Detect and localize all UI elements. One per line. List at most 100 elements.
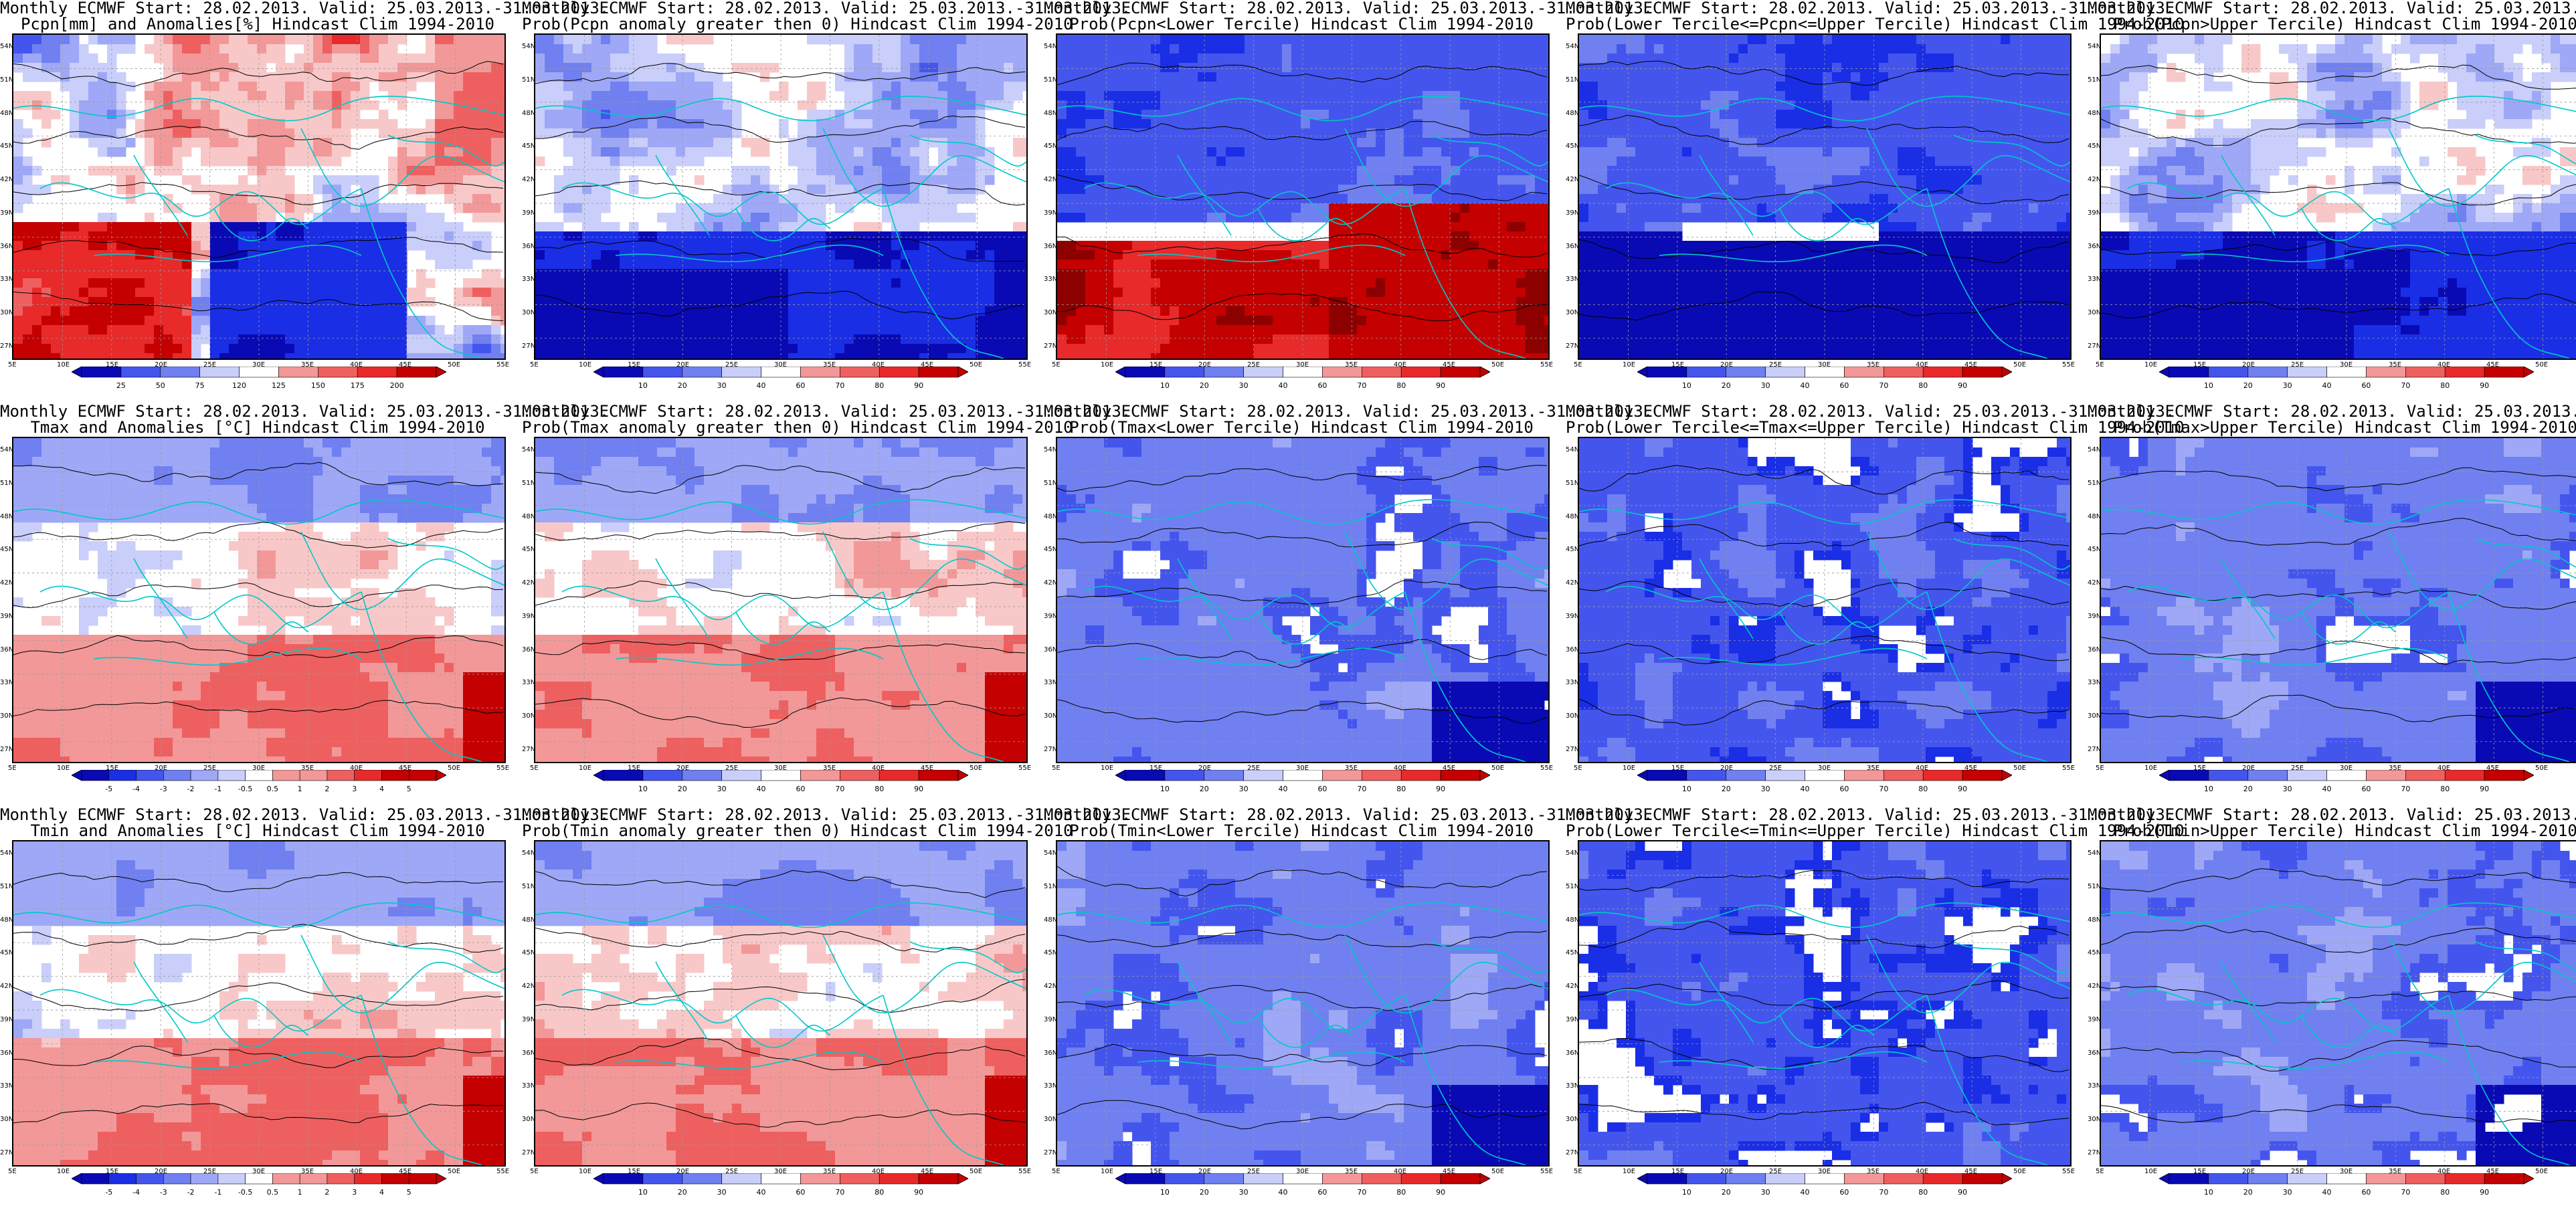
lon-label: 55E <box>1018 1168 1031 1175</box>
colorbar-tick-label: 5 <box>407 1188 411 1197</box>
lon-label: 55E <box>2062 361 2075 369</box>
lat-label: 45N <box>0 949 13 957</box>
lon-label: 10E <box>579 361 591 369</box>
map-panel-8: Monthly ECMWF Start: 28.02.2013. Valid: … <box>1044 403 1559 805</box>
colorbar-tick-label: 70 <box>1879 785 1888 793</box>
lat-label: 51N <box>2088 883 2101 890</box>
lat-label: 33N <box>1566 1082 1579 1090</box>
lat-label: 33N <box>522 276 535 283</box>
colorbar-tick-label: 40 <box>1279 1188 1288 1197</box>
lon-label: 50E <box>2535 361 2548 369</box>
colorbar-tick-label: 30 <box>1761 785 1770 793</box>
colorbar-tick-label: 90 <box>914 785 923 793</box>
lat-label: 39N <box>1566 613 1579 620</box>
lat-label: 42N <box>522 176 535 183</box>
colorbar-tick-label: 30 <box>1761 381 1770 390</box>
lat-label: 51N <box>522 76 535 84</box>
lon-label: 50E <box>2013 361 2026 369</box>
colorbar-tick-label: 60 <box>1317 381 1327 390</box>
map-panel-14: Monthly ECMWF Start: 28.02.2013. Valid: … <box>1566 807 2081 1208</box>
lat-label: 33N <box>0 679 13 686</box>
colorbar-tick-label: 90 <box>2480 785 2489 793</box>
lon-label: 10E <box>1101 361 1113 369</box>
colorbar-tick-label: 10 <box>638 381 648 390</box>
colorbar-tick-label: 30 <box>2283 1188 2292 1197</box>
forecast-map <box>2100 33 2576 360</box>
colorbar-tick-label: 0.5 <box>267 1188 279 1197</box>
colorbar-tick-label: 90 <box>1436 1188 1445 1197</box>
lat-label: 33N <box>1044 679 1057 686</box>
colorbar-tick-label: 70 <box>1357 381 1366 390</box>
lat-label: 48N <box>522 916 535 924</box>
lon-label: 55E <box>496 765 509 772</box>
lat-label: 39N <box>1044 209 1057 217</box>
lat-label: 45N <box>2088 546 2101 553</box>
lon-label: 10E <box>1623 361 1635 369</box>
panel-title-line2: Prob(Pcpn anomaly greater then 0) Hindca… <box>522 16 1037 32</box>
colorbar-tick-label: 175 <box>351 381 365 390</box>
panel-title: Monthly ECMWF Start: 28.02.2013. Valid: … <box>2088 807 2576 839</box>
lat-label: 39N <box>2088 613 2101 620</box>
colorbar-tick-label: 60 <box>2361 785 2371 793</box>
lat-label: 54N <box>0 849 13 857</box>
lat-label: 45N <box>1566 142 1579 150</box>
colorbar-tick-label: 70 <box>2401 785 2410 793</box>
lon-label: 50E <box>1491 361 1504 369</box>
colorbar-tick-label: 40 <box>1801 381 1810 390</box>
lat-label: 51N <box>1044 883 1057 890</box>
lon-label: 50E <box>448 1168 460 1175</box>
panel-title-line1: Monthly ECMWF Start: 28.02.2013. Valid: … <box>2088 0 2576 16</box>
colorbar-tick-label: 60 <box>1317 1188 1327 1197</box>
map-panel-15: Monthly ECMWF Start: 28.02.2013. Valid: … <box>2088 807 2576 1208</box>
colorbar-tick-label: 10 <box>2204 785 2213 793</box>
panel-title-line1: Monthly ECMWF Start: 28.02.2013. Valid: … <box>1566 403 2081 419</box>
colorbar-tick-label: 20 <box>2243 381 2253 390</box>
forecast-map <box>1056 437 1550 763</box>
lon-label: 55E <box>1540 361 1553 369</box>
colorbar-tick-label: 10 <box>1682 785 1691 793</box>
lon-label: 55E <box>1540 765 1553 772</box>
colorbar-tick-label: 30 <box>717 381 727 390</box>
lat-label: 54N <box>2088 849 2101 857</box>
lat-label: 42N <box>2088 983 2101 990</box>
panel-title-line1: Monthly ECMWF Start: 28.02.2013. Valid: … <box>1044 403 1559 419</box>
lat-label: 45N <box>1044 949 1057 957</box>
panel-title: Monthly ECMWF Start: 28.02.2013. Valid: … <box>522 0 1037 32</box>
lat-label: 42N <box>0 983 13 990</box>
field-shading <box>2101 438 2576 762</box>
lat-label: 36N <box>1566 1049 1579 1057</box>
lat-label: 33N <box>522 679 535 686</box>
lon-label: 5E <box>1574 1168 1582 1175</box>
lat-label: 48N <box>2088 916 2101 924</box>
colorbar-tick-label: 20 <box>1722 381 1731 390</box>
colorbar-tick-label: -2 <box>187 785 195 793</box>
panel-title-line1: Monthly ECMWF Start: 28.02.2013. Valid: … <box>0 403 515 419</box>
lon-label: 10E <box>1623 765 1635 772</box>
colorbar-tick-label: 30 <box>717 785 727 793</box>
field-shading <box>2101 841 2576 1165</box>
lon-label: 5E <box>8 1168 17 1175</box>
lon-label: 55E <box>2062 765 2075 772</box>
colorbar-tick-label: 10 <box>1682 1188 1691 1197</box>
lat-label: 30N <box>0 309 13 316</box>
panel-title: Monthly ECMWF Start: 28.02.2013. Valid: … <box>1566 0 2081 32</box>
colorbar-tick-label: 80 <box>2440 785 2450 793</box>
lon-label: 50E <box>448 765 460 772</box>
lat-label: 48N <box>0 916 13 924</box>
lat-label: 36N <box>2088 1049 2101 1057</box>
lat-label: 45N <box>1044 546 1057 553</box>
field-shading <box>2101 35 2576 359</box>
lat-label: 30N <box>522 1116 535 1123</box>
colorbar-tick-label: 50 <box>156 381 165 390</box>
panel-title: Monthly ECMWF Start: 28.02.2013. Valid: … <box>1044 807 1559 839</box>
lat-label: 42N <box>1044 579 1057 587</box>
colorbar-tick-label: 40 <box>757 381 766 390</box>
lat-label: 48N <box>0 513 13 520</box>
lon-label: 5E <box>1574 765 1582 772</box>
map-panel-3: Monthly ECMWF Start: 28.02.2013. Valid: … <box>1044 0 1559 401</box>
colorbar-tick-label: 30 <box>2283 381 2292 390</box>
